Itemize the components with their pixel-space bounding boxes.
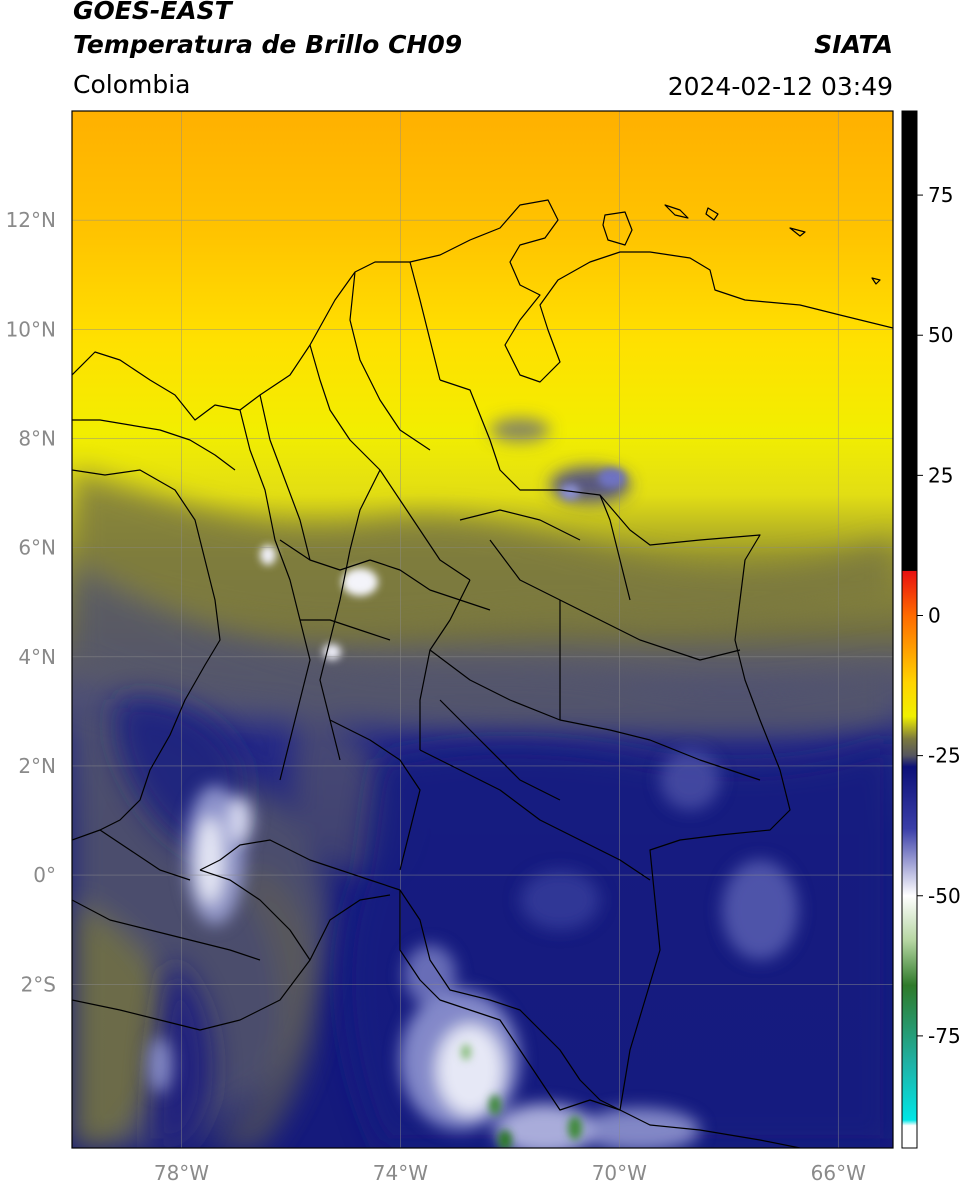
product-title: Temperatura de Brillo CH09	[73, 30, 463, 59]
organization-label: SIATA	[814, 30, 893, 59]
map-frame	[71, 110, 894, 1149]
colorbar	[901, 110, 918, 1149]
imagery-layer	[72, 111, 893, 1148]
latitude-tick-label: 12°N	[6, 208, 56, 232]
latitude-tick-label: 10°N	[6, 317, 56, 341]
pacific-coastline	[72, 469, 221, 841]
longitude-tick-label: 74°W	[373, 1161, 428, 1185]
colorbar-tick-label: -25	[928, 744, 961, 768]
satellite-title: GOES-EAST	[73, 0, 232, 25]
latitude-tick-label: 6°N	[18, 536, 56, 560]
boundaries-layer	[72, 199, 893, 1148]
longitude-tick-label: 70°W	[592, 1161, 647, 1185]
ecuador-border	[72, 894, 391, 1031]
region-label: Colombia	[73, 70, 191, 99]
colorbar-tick-label: 25	[928, 463, 953, 487]
latitude-tick-label: 8°N	[18, 426, 56, 450]
latitude-tick-label: 2°S	[21, 972, 56, 996]
longitude-tick-label: 66°W	[811, 1161, 866, 1185]
latitude-labels: 12°N 10°N 8°N 6°N 4°N 2°N 0° 2°S	[6, 208, 56, 996]
caribbean-coastline	[72, 199, 893, 421]
colombia-border	[199, 379, 791, 1111]
colorbar-tick-label: 75	[928, 183, 953, 207]
colorbar-tick-label: -75	[928, 1024, 961, 1048]
longitude-labels: 78°W 74°W 70°W 66°W	[154, 1161, 866, 1185]
latitude-tick-label: 4°N	[18, 645, 56, 669]
colorbar-tick-label: 50	[928, 323, 953, 347]
latitude-tick-label: 0°	[33, 863, 56, 887]
graticule	[72, 111, 893, 1148]
colorbar-ticks: 75 50 25 0 -25 -50 -75	[917, 183, 961, 1048]
datetime-label: 2024-02-12 03:49	[667, 72, 893, 101]
colorbar-tick-label: 0	[928, 603, 941, 627]
latitude-tick-label: 2°N	[18, 754, 56, 778]
colorbar-tick-label: -50	[928, 884, 961, 908]
longitude-tick-label: 78°W	[154, 1161, 209, 1185]
south-border	[399, 890, 801, 1148]
